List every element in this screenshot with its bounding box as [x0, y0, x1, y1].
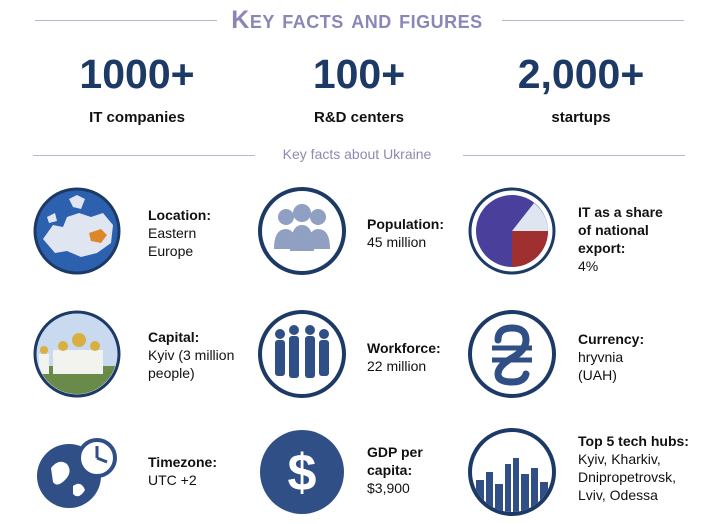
dollar-icon: $	[260, 430, 344, 514]
fact-timezone: Timezone: UTC +2	[148, 453, 217, 489]
population-icon	[258, 187, 346, 275]
fact-population-value: 45 million	[367, 234, 427, 250]
fact-location-label: Location:	[148, 207, 211, 223]
header-rule-left	[35, 20, 217, 21]
fact-gdp-label-2: capita:	[367, 462, 413, 478]
pie-chart-icon	[468, 187, 556, 275]
fact-it-export-label-3: export:	[578, 240, 626, 256]
fact-timezone-value: UTC +2	[148, 472, 197, 488]
fact-currency: Currency: hryvnia (UAH)	[578, 330, 644, 384]
fact-tech-hubs: Top 5 tech hubs: Kyiv, Kharkiv, Dniprope…	[578, 432, 689, 504]
fact-gdp-label-1: GDP per	[367, 444, 423, 460]
fact-workforce: Workforce: 22 million	[367, 339, 441, 375]
fact-tech-hubs-value: Kyiv, Kharkiv,	[578, 451, 661, 467]
fact-gdp: GDP per capita: $3,900	[367, 443, 423, 497]
globe-clock-icon	[37, 438, 117, 508]
fact-workforce-value: 22 million	[367, 358, 427, 374]
fact-capital-value-2: people)	[148, 365, 195, 381]
fact-population: Population: 45 million	[367, 215, 444, 251]
stat-value-rd-centers: 100+	[312, 51, 406, 97]
subtitle-rule-right	[463, 155, 685, 156]
header-rule-right	[502, 20, 684, 21]
fact-capital-value: Kyiv (3 million	[148, 347, 235, 363]
section-subtitle: Key facts about Ukraine	[282, 146, 432, 162]
hryvnia-icon	[468, 310, 556, 398]
fact-it-export-value: 4%	[578, 258, 599, 274]
fact-capital-label: Capital:	[148, 329, 200, 345]
fact-it-export: IT as a share of national export: 4%	[578, 203, 663, 275]
fact-location-value-2: Europe	[148, 243, 194, 259]
page-title: Key facts and figures	[231, 6, 483, 34]
fact-timezone-label: Timezone:	[148, 454, 217, 470]
city-skyline-icon	[468, 428, 556, 516]
workforce-icon	[258, 310, 346, 398]
fact-tech-hubs-value-2: Dnipropetrovsk,	[578, 469, 677, 485]
fact-workforce-label: Workforce:	[367, 340, 441, 356]
fact-tech-hubs-label: Top 5 tech hubs:	[578, 433, 689, 449]
fact-capital: Capital: Kyiv (3 million people)	[148, 328, 234, 382]
subtitle-rule-left	[33, 155, 255, 156]
fact-gdp-value: $3,900	[367, 480, 410, 496]
stat-value-startups: 2,000+	[517, 51, 645, 97]
fact-currency-value: hryvnia	[578, 349, 624, 365]
stat-label-rd-centers: R&D centers	[313, 109, 405, 126]
svg-text:$: $	[288, 444, 317, 502]
fact-location: Location: Eastern Europe	[148, 206, 211, 260]
fact-currency-value-2: (UAH)	[578, 367, 617, 383]
fact-location-value: Eastern	[148, 225, 197, 241]
fact-currency-label: Currency:	[578, 331, 645, 347]
stat-label-startups: startups	[551, 109, 611, 126]
kyiv-cathedral-icon	[33, 310, 121, 398]
stat-value-companies: 1000+	[79, 51, 195, 97]
fact-it-export-label-2: of national	[578, 222, 649, 238]
stat-label-companies: IT companies	[89, 109, 185, 126]
fact-tech-hubs-value-3: Lviv, Odessa	[578, 487, 658, 503]
fact-it-export-label-1: IT as a share	[578, 204, 663, 220]
fact-population-label: Population:	[367, 216, 444, 232]
europe-map-icon	[33, 187, 121, 275]
